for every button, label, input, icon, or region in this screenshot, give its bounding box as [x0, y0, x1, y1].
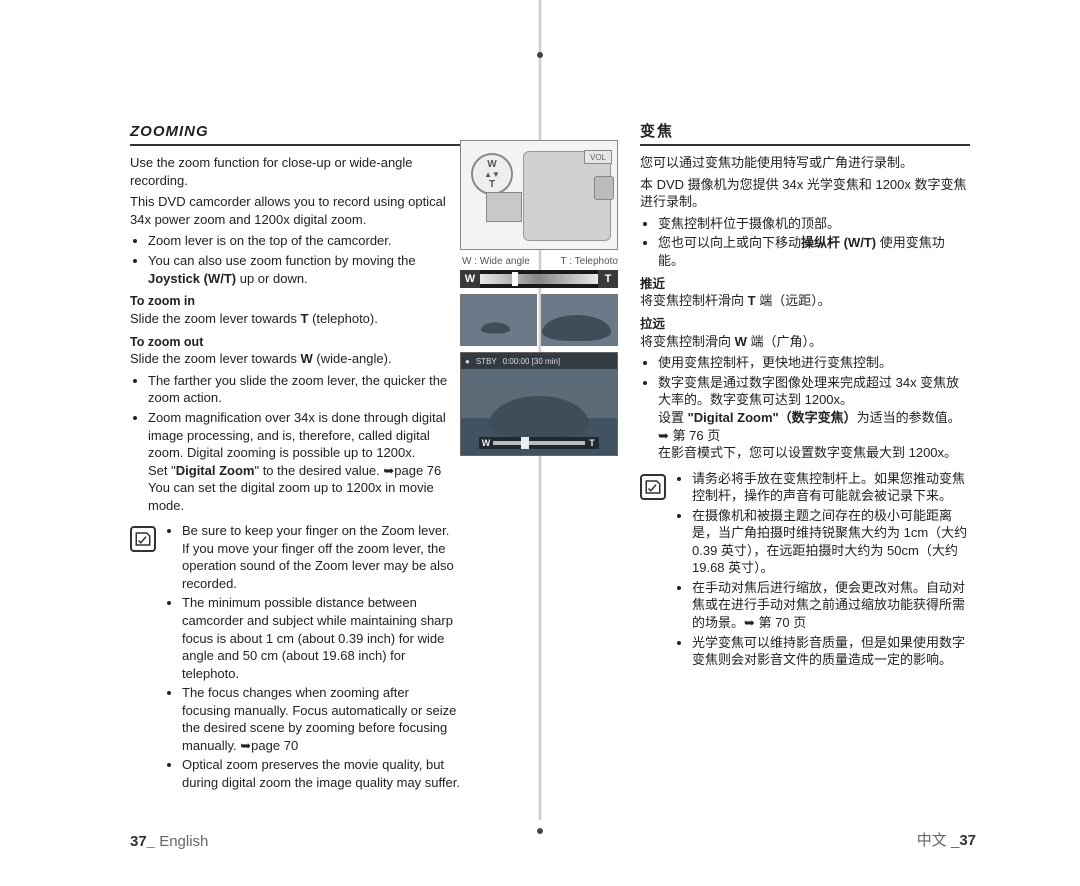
list-item: 数字变焦是通过数字图像处理来完成超过 34x 变焦放大率的。数字变焦可达到 12… — [658, 374, 970, 462]
list-item: 您也可以向上或向下移动操纵杆 (W/T) 使用变焦功能。 — [658, 234, 970, 269]
intro-text: Use the zoom function for close-up or wi… — [130, 154, 460, 189]
osd-zoom-bar: W T — [479, 437, 599, 449]
section-title-en: ZOOMING — [130, 122, 460, 146]
note-body: Be sure to keep your finger on the Zoom … — [166, 522, 460, 797]
list-item: 使用变焦控制杆，更快地进行变焦控制。 — [658, 354, 970, 372]
osd-top: ● STBY 0:00:00 [30 min] — [461, 353, 617, 369]
page-number: 37 — [959, 832, 976, 849]
page-lang: 中文 _ — [917, 832, 960, 849]
page-lang: English — [155, 833, 208, 850]
intro-text: 本 DVD 摄像机为您提供 34x 光学变焦和 1200x 数字变焦进行录制。 — [640, 176, 970, 211]
zoom-out-text: Slide the zoom lever towards W (wide-ang… — [130, 350, 460, 368]
note-block: 请务必将手放在变焦控制杆上。如果您推动变焦控制杆，操作的声音有可能就会被记录下来… — [640, 470, 970, 675]
wide-angle-label: W : Wide angle — [462, 256, 530, 267]
zoom-track — [480, 274, 598, 284]
detail-list: The farther you slide the zoom lever, th… — [130, 372, 460, 514]
right-column: 变焦 您可以通过变焦功能使用特写或广角进行录制。 本 DVD 摄像机为您提供 3… — [640, 122, 970, 675]
section-title-zh: 变焦 — [640, 122, 970, 146]
note-block: Be sure to keep your finger on the Zoom … — [130, 522, 460, 797]
osd-t: T — [585, 438, 599, 448]
dolphin — [489, 396, 589, 439]
intro-text: 您可以通过变焦功能使用特写或广角进行录制。 — [640, 154, 970, 172]
zoom-out-text: 将变焦控制滑向 W 端（广角）。 — [640, 333, 970, 351]
osd-zoom-indicator — [521, 437, 529, 449]
manual-page: ZOOMING Use the zoom function for close-… — [0, 0, 1080, 886]
note-item: 在手动对焦后进行缩放，便会更改对焦。自动对焦或在进行手动对焦之前通过缩放功能获得… — [692, 579, 970, 632]
footer-right: 中文 _37 — [917, 829, 976, 850]
page-number: 37_ — [130, 833, 155, 850]
note-item: 请务必将手放在变焦控制杆上。如果您推动变焦控制杆，操作的声音有可能就会被记录下来… — [692, 470, 970, 505]
rec-state: STBY — [476, 357, 497, 366]
w-cap: W — [460, 270, 480, 288]
zoom-marker — [512, 272, 518, 286]
zoom-in-text: Slide the zoom lever towards T (telephot… — [130, 310, 460, 328]
rec-time: 0:00:00 [30 min] — [503, 357, 560, 366]
osd-w: W — [479, 438, 493, 448]
camera-body: VOL — [523, 151, 611, 241]
left-column: ZOOMING Use the zoom function for close-… — [130, 122, 460, 798]
spine-hole — [537, 828, 543, 834]
list-item: Zoom magnification over 34x is done thro… — [148, 409, 460, 514]
zoom-scale-bar: W T — [460, 270, 618, 288]
footer-left: 37_ English — [130, 833, 208, 850]
camera-screen — [486, 192, 522, 222]
note-item: Be sure to keep your finger on the Zoom … — [182, 522, 460, 592]
feature-list: Zoom lever is on the top of the camcorde… — [130, 232, 460, 287]
note-item: 光学变焦可以维持影音质量，但是如果使用数字变焦则会对影音文件的质量造成一定的影响… — [692, 634, 970, 669]
intro-text: This DVD camcorder allows you to record … — [130, 193, 460, 228]
note-icon — [130, 526, 156, 552]
telephoto-label: T : Telephoto — [561, 256, 618, 267]
vol-label: VOL — [584, 150, 612, 164]
list-item: 变焦控制杆位于摄像机的顶部。 — [658, 215, 970, 233]
camcorder-diagram: W ▲▼ T VOL — [460, 140, 618, 250]
list-item: You can also use zoom function by moving… — [148, 252, 460, 287]
wt-scale-labels: W : Wide angle T : Telephoto — [460, 256, 620, 267]
preview-thumbs — [460, 294, 620, 346]
list-item: Zoom lever is on the top of the camcorde… — [148, 232, 460, 250]
note-item: 在摄像机和被摄主题之间存在的极小可能距离是，当广角拍摄时维持锐聚焦大约为 1cm… — [692, 507, 970, 577]
zoom-out-heading: 拉远 — [640, 316, 970, 333]
note-icon — [640, 474, 666, 500]
thumb-tele — [541, 294, 618, 346]
camera-lens — [594, 176, 614, 200]
lcd-preview: ● STBY 0:00:00 [30 min] W T — [460, 352, 618, 456]
zoom-in-heading: To zoom in — [130, 293, 460, 310]
spine-hole — [537, 52, 543, 58]
note-item: The minimum possible distance between ca… — [182, 594, 460, 682]
note-body: 请务必将手放在变焦控制杆上。如果您推动变焦控制杆，操作的声音有可能就会被记录下来… — [676, 470, 970, 675]
wt-dial: W ▲▼ T — [471, 153, 513, 195]
center-diagram-column: W ▲▼ T VOL W : Wide angle T : Telephoto … — [460, 140, 620, 456]
thumb-wide — [460, 294, 537, 346]
feature-list: 变焦控制杆位于摄像机的顶部。 您也可以向上或向下移动操纵杆 (W/T) 使用变焦… — [640, 215, 970, 270]
list-item: The farther you slide the zoom lever, th… — [148, 372, 460, 407]
note-item: Optical zoom preserves the movie quality… — [182, 756, 460, 791]
t-cap: T — [598, 270, 618, 288]
note-item: The focus changes when zooming after foc… — [182, 684, 460, 754]
zoom-in-text: 将变焦控制杆滑向 T 端（远距）。 — [640, 292, 970, 310]
zoom-out-heading: To zoom out — [130, 334, 460, 351]
zoom-in-heading: 推近 — [640, 276, 970, 293]
detail-list: 使用变焦控制杆，更快地进行变焦控制。 数字变焦是通过数字图像处理来完成超过 34… — [640, 354, 970, 461]
